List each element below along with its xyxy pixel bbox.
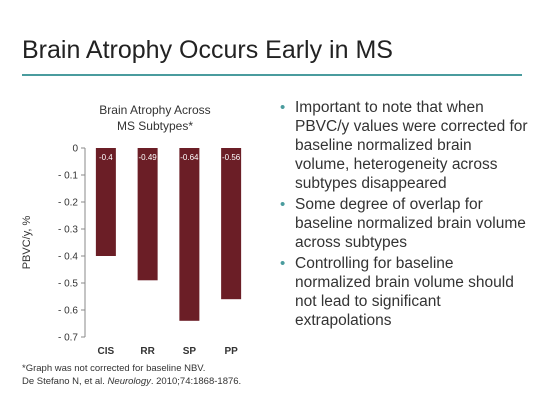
bar (221, 148, 242, 300)
footnote-citation: De Stefano N, et al. Neurology. 2010;74:… (22, 375, 241, 388)
citation-details: . 2010;74:1868-1876. (150, 376, 242, 387)
bullet-dot-icon: • (280, 99, 286, 116)
x-tick-label: SP (183, 346, 197, 357)
bullet-text: Controlling for baseline normalized brai… (295, 255, 514, 329)
y-tick-label: - 0.2 (58, 198, 78, 209)
bar-data-label: -0.4 (99, 153, 113, 162)
bar-data-label: -0.64 (180, 153, 199, 162)
y-axis-title: PBVC/y, % (21, 215, 33, 269)
title-divider (22, 74, 522, 76)
bar (137, 148, 158, 281)
x-tick-label: CIS (98, 346, 115, 357)
y-tick-label: - 0.1 (58, 171, 78, 182)
y-tick-label: - 0.5 (58, 279, 78, 290)
bullet-item: • Some degree of overlap for baseline no… (280, 195, 528, 252)
y-tick-label: - 0.7 (58, 333, 78, 344)
bar-data-label: -0.49 (139, 153, 158, 162)
y-tick-label: - 0.4 (58, 252, 78, 263)
bar (179, 148, 200, 321)
y-tick-label: 0 (72, 144, 78, 155)
x-tick-label: PP (224, 346, 238, 357)
footnote-note: *Graph was not corrected for baseline NB… (22, 363, 206, 374)
chart-title-line-2: MS Subtypes* (116, 119, 194, 133)
bar (95, 148, 116, 256)
bullet-item: • Controlling for baseline normalized br… (280, 254, 528, 330)
chart-title: Brain Atrophy Across MS Subtypes* (60, 102, 250, 134)
bullet-dot-icon: • (280, 255, 286, 272)
footnote: *Graph was not corrected for baseline NB… (22, 362, 241, 388)
slide-title: Brain Atrophy Occurs Early in MS (22, 36, 393, 64)
citation-journal: Neurology (107, 376, 151, 387)
bullet-list: • Important to note that when PBVC/y val… (280, 98, 528, 332)
y-tick-label: - 0.6 (58, 306, 78, 317)
x-tick-label: RR (140, 346, 155, 357)
y-tick-label: - 0.3 (58, 225, 78, 236)
bar-data-label: -0.56 (222, 153, 241, 162)
bullet-text: Some degree of overlap for baseline norm… (295, 196, 526, 251)
bullet-text: Important to note that when PBVC/y value… (295, 99, 528, 192)
citation-authors: De Stefano N, et al. (22, 376, 108, 387)
bullet-dot-icon: • (280, 196, 286, 213)
chart-title-line-1: Brain Atrophy Across (99, 103, 211, 117)
bullet-item: • Important to note that when PBVC/y val… (280, 98, 528, 193)
